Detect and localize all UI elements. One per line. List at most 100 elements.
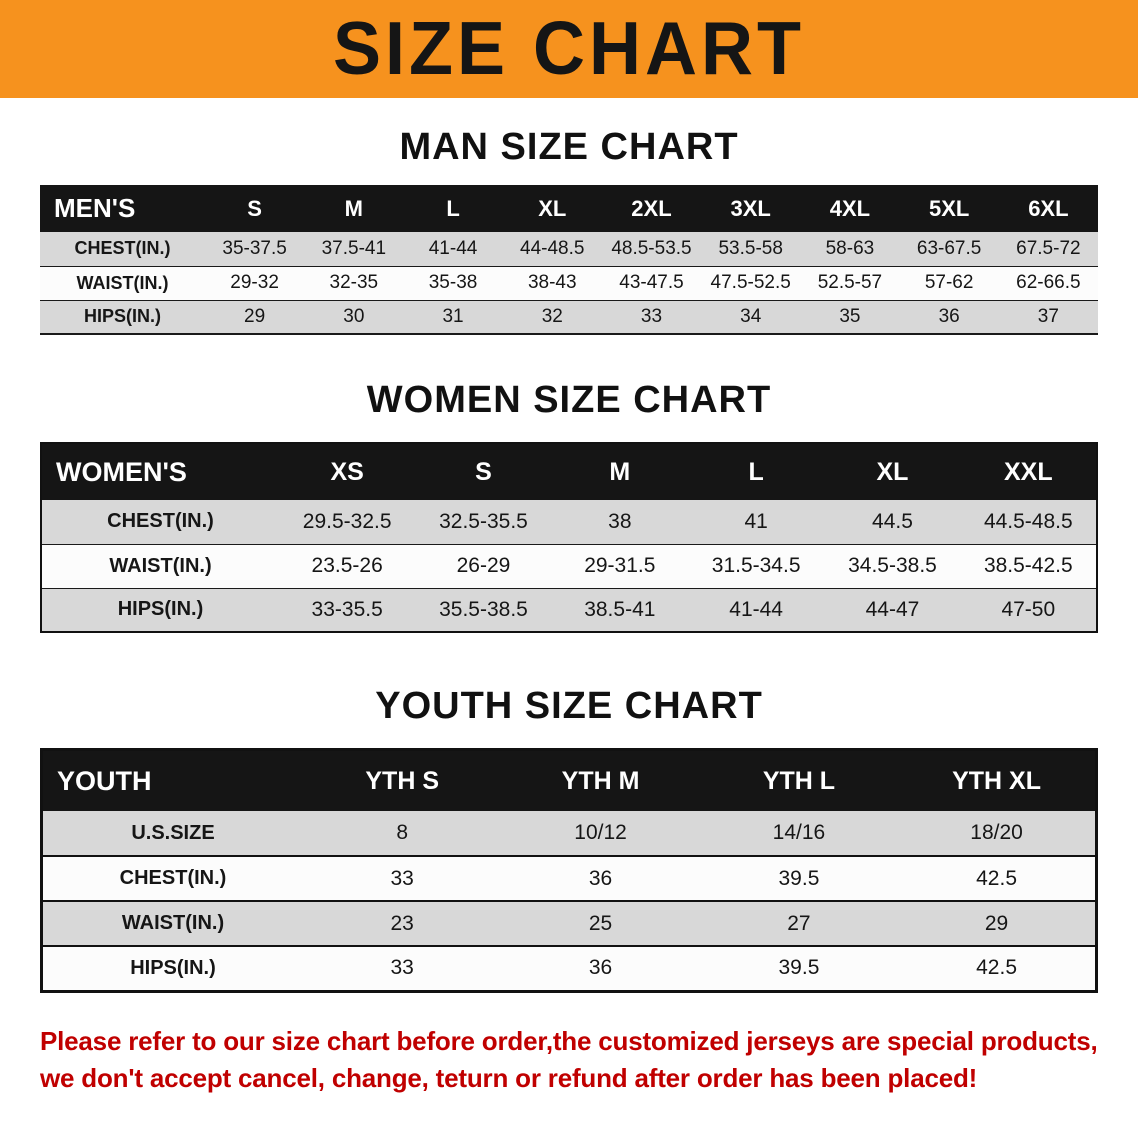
size-cell: 38.5-42.5 — [960, 543, 1097, 588]
row-label: U.S.SIZE — [131, 821, 215, 844]
size-cell: 29 — [205, 299, 305, 334]
size-cell: 36 — [501, 855, 700, 901]
size-cell: 48.5-53.5 — [611, 237, 692, 259]
men-table-header: MEN'S S M L XL 2XL 3XL 4XL 5XL 6XL — [40, 185, 1098, 232]
column-header: M — [551, 443, 688, 500]
size-cell: 29-31.5 — [551, 543, 688, 588]
size-cell: 52.5-57 — [800, 265, 900, 300]
size-cell: 29 — [898, 900, 1097, 946]
row-label: HIPS(IN.) — [41, 587, 279, 632]
women-table-header: WOMEN'S XS S M L XL XXL — [41, 443, 1097, 500]
size-cell: 33 — [601, 299, 702, 334]
footer-disclaimer: Please refer to our size chart before or… — [40, 1023, 1098, 1098]
size-cell: 10/12 — [574, 821, 627, 844]
footer-disclaimer-line1: Please refer to our size chart before or… — [40, 1025, 1098, 1056]
column-header: S — [205, 185, 305, 232]
table-row: WAIST(IN.) 23.5-26 26-29 29-31.5 31.5-34.5 34… — [41, 543, 1097, 588]
row-label: WAIST(IN.) — [41, 543, 279, 588]
women-size-table: WOMEN'S XS S M L XL XXL CHEST(IN.) 29.5-32.5 32.… — [40, 442, 1098, 633]
table-row: U.S.SIZE 8 10/12 14/16 18/20 — [41, 811, 1097, 856]
header-row: WOMEN'S XS S M L XL XXL — [41, 443, 1097, 500]
youth-table-body: U.S.SIZE 8 10/12 14/16 18/20 CHEST(IN.) 33 36 39… — [41, 811, 1097, 991]
size-cell: 38-43 — [502, 265, 602, 300]
size-cell: 35 — [800, 299, 900, 334]
size-cell: 33-35.5 — [279, 587, 416, 632]
youth-size-chart-section: YOUTH SIZE CHART YOUTH YTH S YTH M YTH L YTH… — [0, 685, 1138, 993]
size-cell: 39.5 — [699, 945, 899, 991]
size-cell: 57-62 — [899, 265, 999, 300]
size-cell: 41 — [744, 509, 768, 533]
size-cell: 34 — [701, 299, 801, 334]
size-cell: 36 — [501, 945, 700, 991]
size-cell: 35-37.5 — [222, 237, 287, 259]
size-cell: 44.5-48.5 — [983, 509, 1073, 533]
men-size-chart-section: MAN SIZE CHART MEN'S S M L XL 2XL 3XL 4XL 5XL 6XL… — [0, 126, 1138, 335]
table-row: WAIST(IN.) 23 25 27 29 — [41, 900, 1097, 946]
column-header: YTH XL — [898, 749, 1097, 811]
size-cell: 41-44 — [687, 587, 825, 632]
size-cell: 63-67.5 — [916, 237, 982, 259]
size-cell: 14/16 — [772, 821, 826, 844]
column-header: XXL — [960, 443, 1097, 500]
size-cell: 62-66.5 — [998, 265, 1098, 300]
size-cell: 67.5-72 — [1016, 237, 1081, 259]
size-cell: 26-29 — [415, 543, 552, 588]
women-size-chart-section: WOMEN SIZE CHART WOMEN'S XS S M L XL XXL CHEST… — [0, 379, 1138, 633]
size-cell: 38.5-41 — [551, 587, 688, 632]
size-cell: 33 — [303, 855, 502, 901]
column-header: YTH M — [501, 749, 700, 811]
size-cell: 47-50 — [960, 587, 1097, 632]
size-cell: 44-48.5 — [520, 237, 585, 259]
size-cell: 25 — [501, 900, 700, 946]
row-label: HIPS(IN.) — [41, 945, 303, 991]
footer-disclaimer-line2: we don't accept cancel, change, teturn o… — [40, 1063, 978, 1094]
size-cell: 32.5-35.5 — [439, 509, 528, 533]
size-cell: 58-63 — [825, 237, 875, 259]
size-cell: 23 — [303, 900, 502, 946]
youth-section-heading: YOUTH SIZE CHART — [375, 685, 763, 727]
size-cell: 30 — [304, 299, 404, 334]
column-header: L — [687, 443, 825, 500]
table-row: CHEST(IN.) 33 36 39.5 42.5 — [41, 855, 1097, 901]
banner-title: SIZE CHART — [333, 7, 805, 92]
size-cell: 42.5 — [898, 855, 1097, 901]
women-table-body: CHEST(IN.) 29.5-32.5 32.5-35.5 38 41 44.5 44.5… — [41, 500, 1097, 632]
size-cell: 31.5-34.5 — [687, 543, 825, 588]
column-header: S — [415, 443, 552, 500]
size-cell: 38 — [608, 509, 632, 533]
column-header: 3XL — [701, 185, 801, 232]
table-row: WAIST(IN.) 29-32 32-35 35-38 38-43 43-47.5 47.… — [40, 265, 1098, 300]
table-corner-label: MEN'S — [40, 185, 205, 232]
men-size-table: MEN'S S M L XL 2XL 3XL 4XL 5XL 6XL CHEST(IN.) 35-3… — [40, 185, 1098, 335]
row-label: CHEST(IN.) — [74, 238, 171, 259]
size-cell: 18/20 — [970, 821, 1023, 844]
row-label: HIPS(IN.) — [40, 299, 205, 334]
row-label: WAIST(IN.) — [40, 265, 205, 300]
men-section-heading: MAN SIZE CHART — [399, 126, 739, 168]
size-cell: 32-35 — [304, 265, 404, 300]
table-corner-label: WOMEN'S — [41, 443, 279, 500]
column-header: M — [304, 185, 404, 232]
size-cell: 42.5 — [898, 945, 1097, 991]
men-table-body: CHEST(IN.) 35-37.5 37.5-41 41-44 44-48.5 48.5… — [40, 232, 1098, 334]
column-header: YTH L — [699, 749, 899, 811]
size-cell: 33 — [303, 945, 502, 991]
women-section-heading: WOMEN SIZE CHART — [366, 379, 772, 421]
size-cell: 8 — [396, 821, 409, 844]
size-cell: 39.5 — [699, 855, 899, 901]
size-cell: 53.5-58 — [718, 237, 783, 259]
size-chart-banner: SIZE CHART — [0, 0, 1138, 98]
size-cell: 27 — [699, 900, 899, 946]
table-row: HIPS(IN.) 33-35.5 35.5-38.5 38.5-41 41-44 44-… — [41, 587, 1097, 632]
table-row: CHEST(IN.) 29.5-32.5 32.5-35.5 38 41 44.5 44.5… — [41, 500, 1097, 544]
column-header: 6XL — [998, 185, 1098, 232]
header-row: MEN'S S M L XL 2XL 3XL 4XL 5XL 6XL — [40, 185, 1098, 232]
column-header: 5XL — [899, 185, 999, 232]
column-header: XL — [824, 443, 961, 500]
column-header: L — [403, 185, 503, 232]
size-cell: 34.5-38.5 — [824, 543, 961, 588]
size-cell: 23.5-26 — [279, 543, 416, 588]
size-cell: 44-47 — [824, 587, 961, 632]
table-row: HIPS(IN.) 33 36 39.5 42.5 — [41, 945, 1097, 991]
size-cell: 47.5-52.5 — [701, 265, 801, 300]
